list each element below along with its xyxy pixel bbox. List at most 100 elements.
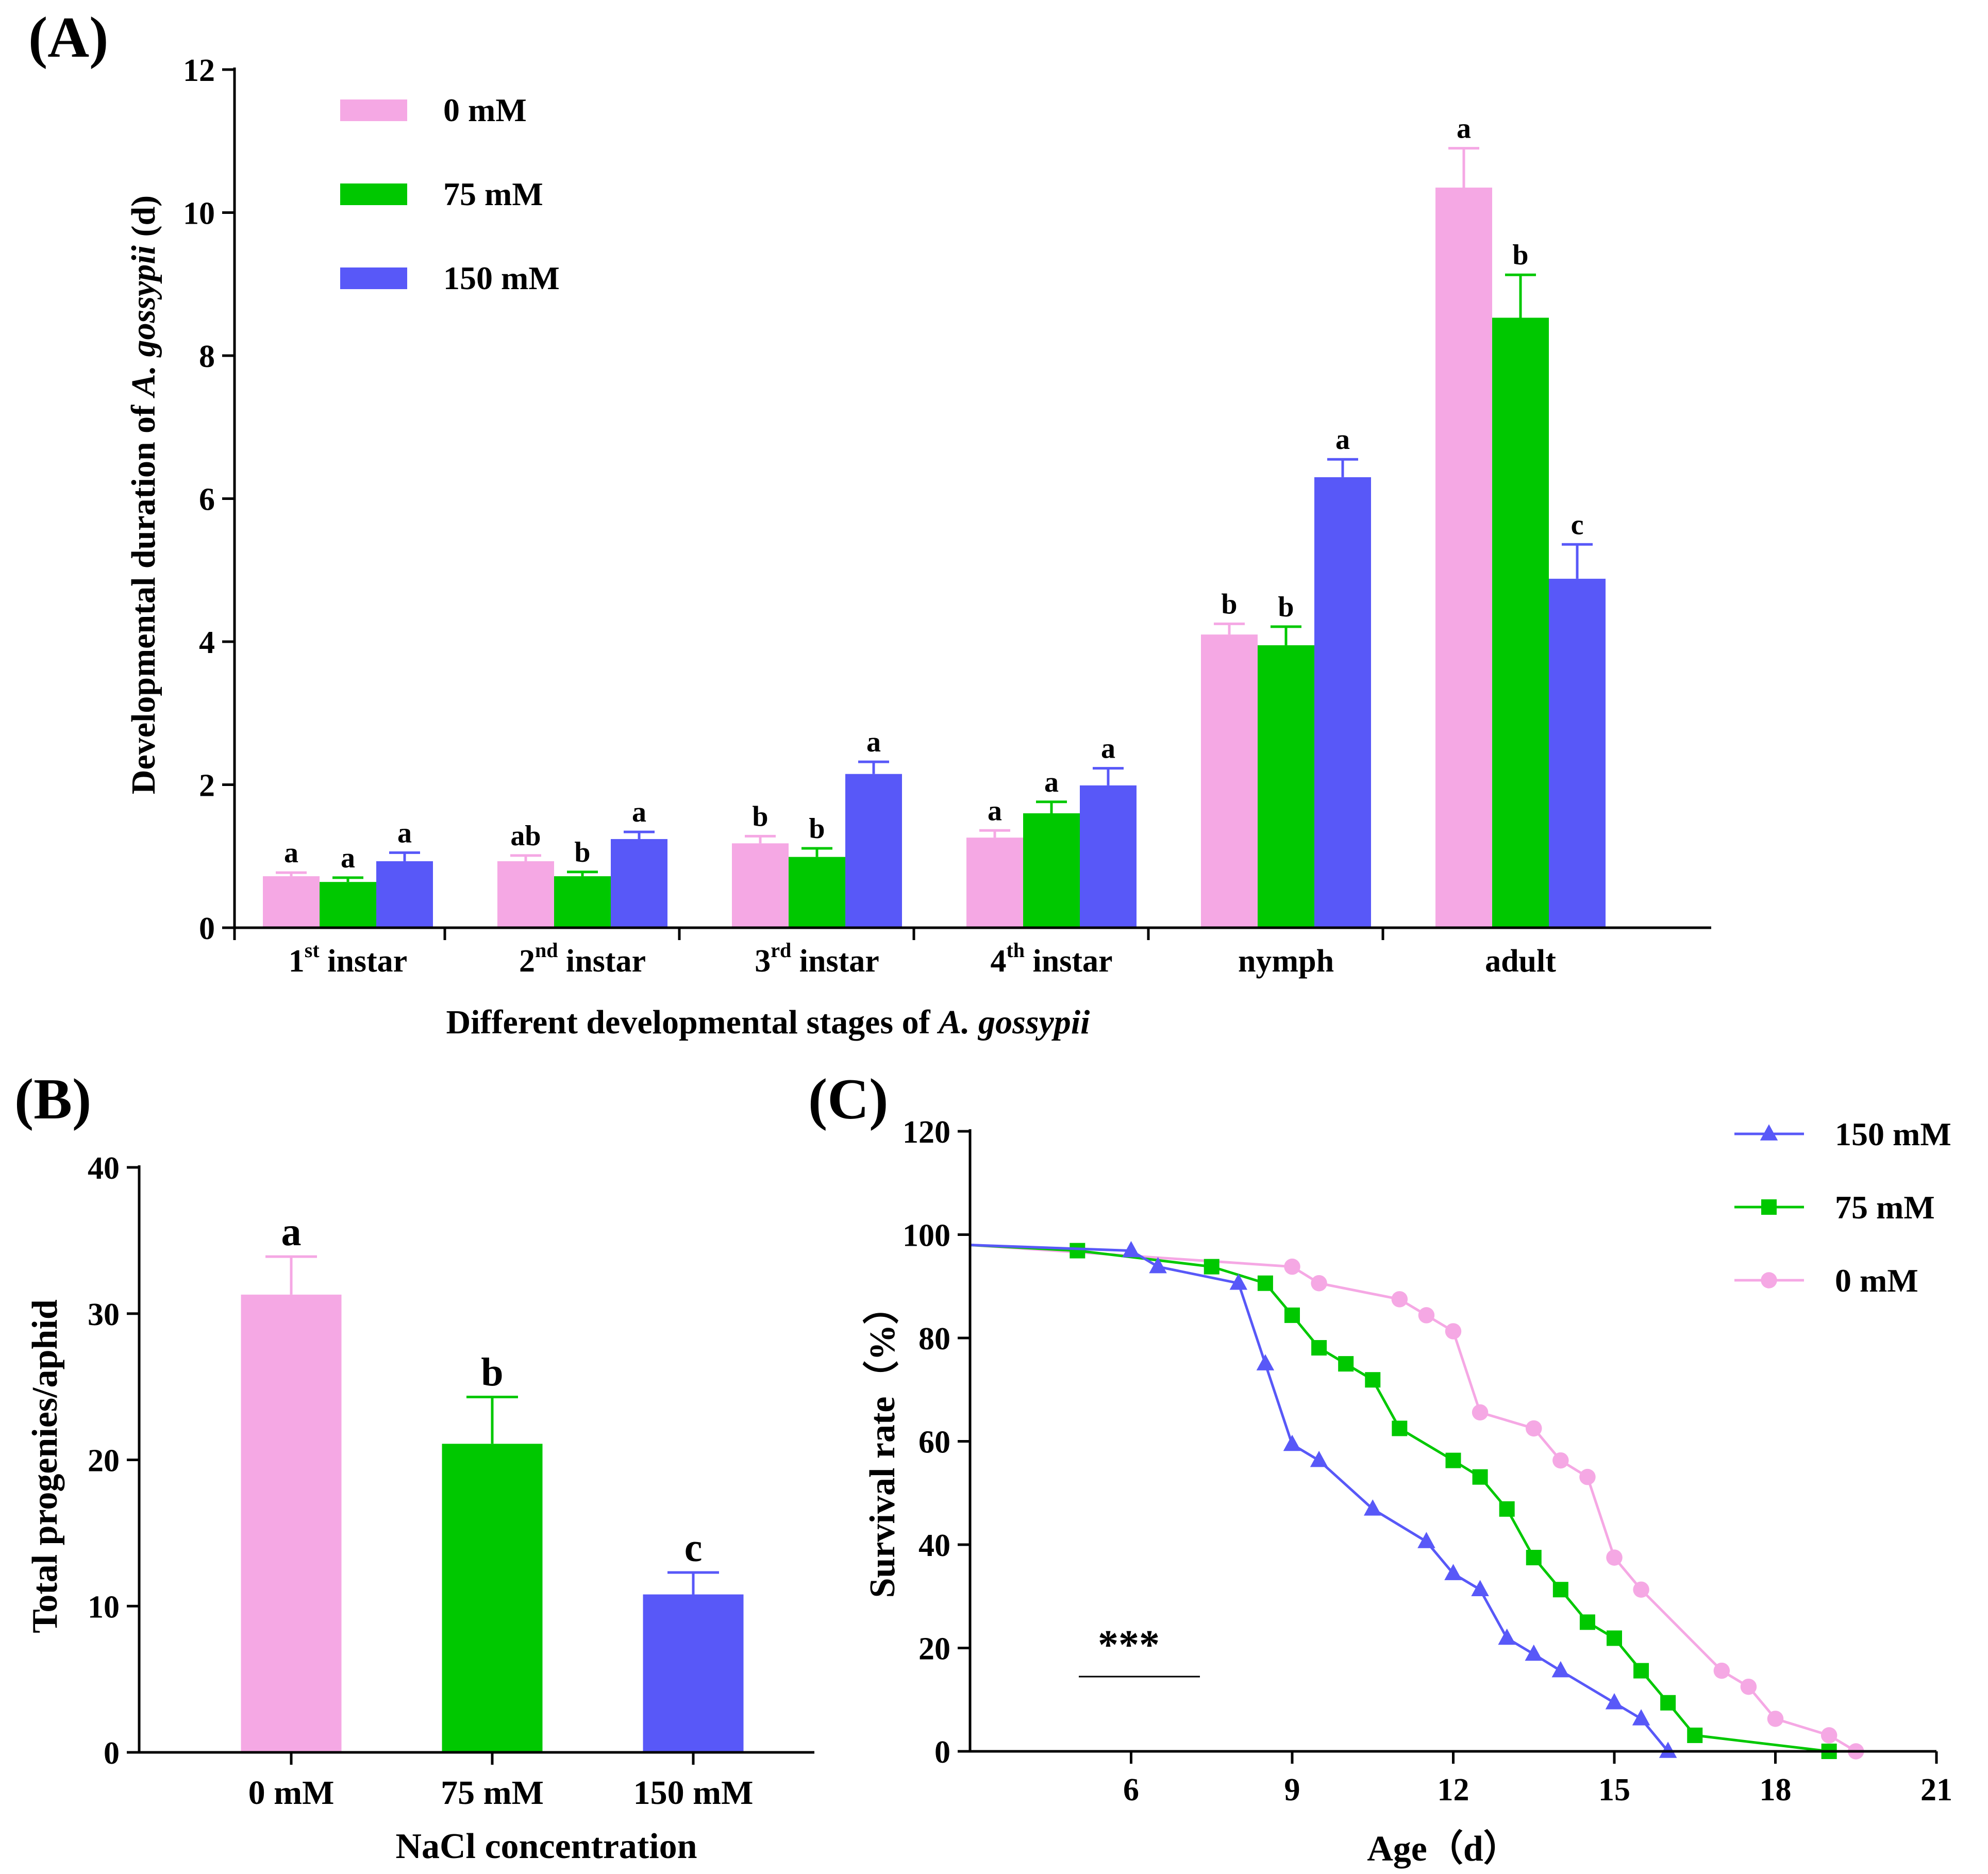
panel-a-y-tick-label: 0 xyxy=(199,911,215,946)
panel-c-square-marker xyxy=(1607,1630,1622,1646)
panel-b-bar xyxy=(442,1444,543,1752)
panel-c-square-marker xyxy=(1311,1340,1327,1356)
panel-c-y-ticks: 0 20 40 60 80 100 120 xyxy=(903,1115,970,1770)
panel-b-y-axis-title: Total progenies/aphid xyxy=(25,1299,65,1633)
panel-a-significance-letter: b xyxy=(752,800,768,832)
panel-a-x-tick-label: adult xyxy=(1485,944,1556,979)
panel-c-series-line xyxy=(970,1244,1829,1753)
panel-b-bar xyxy=(643,1594,744,1752)
panel-a-significance-letter: b xyxy=(1512,239,1528,271)
panel-c-square-marker xyxy=(1204,1259,1219,1275)
panel-a-bar xyxy=(1023,813,1080,928)
panel-a-y-axis-title: Developmental duration of A. gossypii (d… xyxy=(125,195,162,794)
panel-c-square-marker xyxy=(1552,1582,1568,1598)
panel-c-triangle-marker xyxy=(1444,1564,1462,1580)
panel-a-bar xyxy=(966,838,1023,928)
panel-a-significance-letter: a xyxy=(397,817,412,849)
panel-a-bar xyxy=(732,843,789,928)
panel-a-significance-letter: c xyxy=(1571,509,1584,541)
panel-c-x-tick-label: 18 xyxy=(1760,1772,1792,1808)
panel-a-significance-letter: b xyxy=(1221,588,1237,620)
panel-a-x-axis-title: Different developmental stages of A. gos… xyxy=(446,1003,1091,1041)
panel-c-square-marker xyxy=(1445,1452,1461,1468)
panel-a-x-tick-label: 3rd instar xyxy=(755,939,879,979)
panel-a-legend-label: 150 mM xyxy=(443,260,560,296)
panel-a-label: (A) xyxy=(28,6,108,70)
panel-a-y-tick-label: 12 xyxy=(183,53,215,88)
panel-a-bar xyxy=(1549,578,1606,928)
panel-c-circle-marker xyxy=(1418,1307,1435,1324)
panel-b-y-tick-label: 0 xyxy=(104,1736,120,1771)
panel-c-square-marker xyxy=(1579,1614,1595,1630)
panel-c-circle-marker xyxy=(1391,1291,1408,1308)
panel-a-x-tick-label: 2nd instar xyxy=(519,939,646,979)
panel-b-label: (B) xyxy=(14,1067,91,1131)
panel-b-y-tick-label: 10 xyxy=(88,1589,120,1625)
panel-c-square-marker xyxy=(1687,1727,1703,1743)
panel-a-legend-swatch xyxy=(340,267,407,289)
panel-c-x-tick-label: 15 xyxy=(1598,1772,1630,1808)
panel-b-bar xyxy=(241,1294,342,1752)
panel-c-square-marker xyxy=(1472,1469,1488,1485)
panel-c-circle-marker xyxy=(1445,1323,1462,1340)
panel-a-significance-letter: a xyxy=(1457,113,1471,145)
panel-c-triangle-marker xyxy=(1659,1742,1677,1758)
panel-a-bar xyxy=(320,882,376,928)
panel-c-square-marker xyxy=(1284,1307,1300,1323)
panel-b-x-ticks: 0 mM 75 mM 150 mM xyxy=(248,1752,753,1812)
panel-a-y-tick-label: 4 xyxy=(199,625,215,660)
panel-a-legend: 0 mM 75 mM 150 mM xyxy=(340,92,560,296)
panel-a-significance-letter: a xyxy=(1044,766,1059,798)
panel-c-triangle-marker xyxy=(1122,1241,1140,1258)
panel-c-y-tick-label: 60 xyxy=(918,1425,950,1460)
panel-b: (B) a b c 0 10 20 30 40 0 mM 75 mM 150 mM NaCl c… xyxy=(14,1067,814,1866)
panel-c-y-axis-title: Survival rate（%） xyxy=(862,1289,903,1598)
panel-b-y-tick-label: 20 xyxy=(88,1444,120,1479)
panel-a-legend-swatch xyxy=(340,99,407,121)
panel-a-legend-swatch xyxy=(340,183,407,205)
panel-a-x-tick-label: nymph xyxy=(1238,944,1334,979)
panel-c-circle-marker xyxy=(1284,1258,1300,1275)
panel-c-square-marker xyxy=(1526,1550,1542,1566)
panel-a-significance-letter: a xyxy=(988,795,1002,827)
panel-a-legend-label: 75 mM xyxy=(443,176,543,212)
panel-a-x-tick-label: 4th instar xyxy=(990,939,1112,979)
panel-c-square-marker xyxy=(1365,1372,1381,1388)
panel-c-y-tick-label: 40 xyxy=(918,1528,950,1563)
panel-c: (C) 0 20 40 60 80 100 120 6 9 12 15 18 21 Age（d） Su… xyxy=(808,1067,1952,1869)
panel-c-lines xyxy=(970,1241,1864,1760)
panel-c-triangle-marker xyxy=(1256,1354,1275,1370)
panel-b-y-ticks: 0 10 20 30 40 xyxy=(88,1151,139,1771)
panel-c-triangle-marker xyxy=(1525,1644,1543,1661)
significance-annotation: *** xyxy=(1098,1622,1160,1668)
panel-c-x-ticks: 6 9 12 15 18 21 xyxy=(1123,1751,1952,1808)
panel-c-y-tick-label: 80 xyxy=(918,1321,950,1357)
panel-c-circle-marker xyxy=(1526,1420,1542,1437)
panel-c-x-tick-label: 9 xyxy=(1284,1772,1300,1808)
panel-a-significance-letter: ab xyxy=(510,820,541,852)
panel-c-legend-label: 75 mM xyxy=(1835,1189,1935,1226)
panel-a-bar xyxy=(1258,645,1314,928)
panel-a-bar xyxy=(845,774,902,928)
panel-c-y-tick-label: 20 xyxy=(918,1632,950,1667)
panel-c-circle-marker xyxy=(1633,1581,1649,1598)
panel-c-square-marker xyxy=(1070,1243,1085,1259)
panel-a-bar xyxy=(1314,477,1371,928)
panel-b-significance-letter: c xyxy=(684,1525,703,1570)
panel-a-y-tick-label: 2 xyxy=(199,768,215,804)
panel-c-legend: 150 mM 75 mM 0 mM xyxy=(1734,1116,1951,1299)
panel-c-triangle-marker xyxy=(1605,1693,1624,1710)
panel-a-bar xyxy=(789,857,845,928)
panel-c-circle-marker xyxy=(1579,1468,1596,1485)
panel-c-triangle-marker xyxy=(1310,1450,1328,1467)
panel-a-x-tick-label: 1st instar xyxy=(289,939,407,979)
panel-c-square-marker xyxy=(1633,1663,1649,1679)
panel-c-square-marker xyxy=(1392,1420,1408,1436)
panel-b-y-tick-label: 30 xyxy=(88,1297,120,1332)
panel-c-triangle-marker xyxy=(1760,1124,1778,1141)
panel-c-triangle-marker xyxy=(1632,1709,1650,1726)
panel-a-y-tick-label: 10 xyxy=(183,196,215,231)
panel-b-x-tick-label: 0 mM xyxy=(248,1774,335,1812)
